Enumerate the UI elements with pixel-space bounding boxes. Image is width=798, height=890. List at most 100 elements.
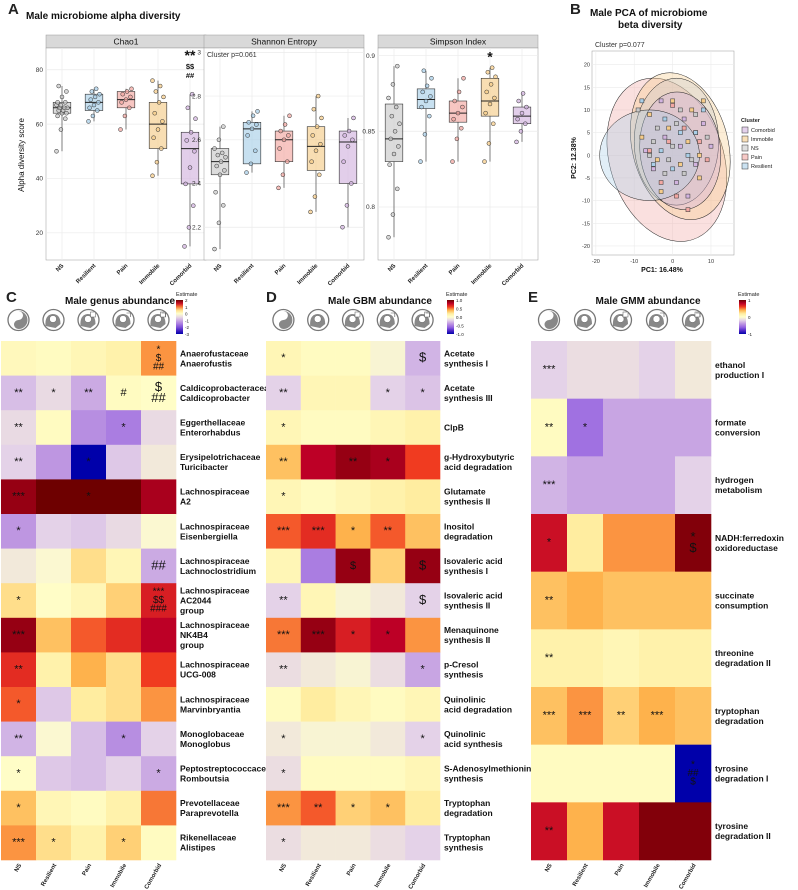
heatmap-cell	[71, 410, 107, 446]
data-point	[420, 89, 425, 95]
heatmap-cell	[405, 341, 441, 376]
data-point	[55, 113, 60, 119]
data-point	[392, 129, 398, 134]
x-tick-label: NS	[55, 263, 65, 273]
data-point	[150, 78, 155, 83]
y-tick-label: -10	[582, 199, 590, 205]
data-point	[244, 170, 249, 175]
significance-mark: *	[386, 802, 391, 814]
x-tick-label: -20	[592, 259, 600, 265]
monitor-icon	[622, 311, 629, 318]
panel-b: B Male PCA of microbiome beta diversity …	[570, 1, 775, 274]
scatter-point-pain	[681, 125, 687, 131]
scatter-point-comorbid	[693, 162, 698, 167]
legend-tick-label: -1.0	[456, 332, 464, 337]
data-point	[493, 74, 498, 80]
scatter-point-pain	[697, 139, 702, 144]
heatmap-cell	[531, 629, 568, 688]
row-label: Prevotellaceae	[180, 798, 240, 808]
data-point	[487, 101, 493, 107]
x-tick-label: Pain	[448, 263, 461, 276]
data-point	[249, 126, 255, 132]
heatmap-cell	[335, 410, 371, 446]
heatmap-cell	[300, 583, 336, 619]
data-point	[278, 128, 283, 134]
y-tick-label: 0.9	[366, 53, 375, 60]
heatmap-cell	[36, 721, 72, 757]
heatmap-cell	[335, 617, 371, 653]
data-point	[58, 102, 64, 108]
y-tick-label: 0	[587, 153, 590, 159]
data-point	[515, 116, 520, 122]
data-point	[183, 181, 188, 187]
significance-mark: **	[279, 456, 288, 468]
heatmap-cell	[370, 790, 406, 826]
data-point	[492, 95, 497, 101]
heatmap-cell	[300, 652, 336, 688]
panel-d-letter: D	[266, 289, 277, 306]
column-label: NS	[279, 863, 288, 873]
data-point	[318, 141, 323, 147]
row-label: ClpB	[444, 423, 464, 433]
scatter-point-comorbid	[651, 166, 656, 172]
data-point	[461, 76, 466, 81]
heatmap-cell	[266, 756, 302, 792]
heatmap-cell	[531, 398, 568, 457]
data-point	[120, 91, 125, 97]
scatter-point-immobile	[639, 134, 645, 140]
heatmap-cell	[71, 548, 107, 584]
significance-mark: *	[386, 629, 391, 641]
heatmap-cell	[141, 341, 177, 376]
significance-mark: **	[314, 802, 323, 814]
scatter-point-ns	[647, 153, 652, 158]
data-point	[287, 113, 292, 119]
row-label: synthesis II	[444, 497, 490, 507]
significance-mark: *	[16, 767, 21, 779]
scatter-point-resilient	[662, 116, 668, 122]
x-tick-label: 0	[671, 259, 674, 265]
significance-mark: *	[86, 456, 91, 468]
significance-mark: *	[351, 525, 356, 537]
heatmap-cell	[335, 583, 371, 619]
heatmap-cell	[266, 375, 302, 411]
y-tick-label: 60	[36, 121, 44, 128]
legend-tick-label: 0.5	[456, 307, 463, 312]
heatmap-cell	[675, 744, 712, 803]
heatmap-cell	[405, 375, 441, 411]
data-point	[452, 98, 457, 104]
row-label: Quinolinic	[444, 694, 486, 704]
x-tick-label: Pain	[274, 263, 287, 276]
data-point	[218, 159, 224, 164]
data-point	[219, 150, 225, 156]
panel-e-title: Male GMM abundance	[595, 296, 700, 307]
column-label: Comorbid	[678, 863, 698, 890]
data-point	[276, 185, 281, 191]
scatter-point-immobile	[666, 125, 672, 131]
data-point	[58, 127, 64, 132]
y-tick-label: -5	[585, 176, 590, 182]
heatmap-cell	[106, 790, 142, 826]
panel-a-ylabel: Alpha diversity score	[17, 118, 26, 192]
scatter-point-immobile	[658, 189, 664, 194]
heatmap-cell	[300, 756, 336, 792]
brain-icon	[119, 315, 127, 323]
pca-plot-area	[591, 50, 735, 256]
heatmap-cell	[370, 548, 406, 584]
heatmap-cell	[1, 375, 37, 411]
heatmap-cell	[675, 629, 712, 688]
significance-mark: **	[279, 664, 288, 676]
heatmap-cell	[300, 687, 336, 722]
scatter-point-resilient	[678, 130, 683, 135]
heatmap-cell	[106, 652, 142, 688]
scatter-point-comorbid	[674, 180, 679, 185]
monitor-icon	[354, 311, 361, 318]
data-point	[282, 122, 288, 127]
heatmap-cell	[1, 514, 37, 549]
data-point	[424, 83, 430, 89]
row-label: Menaquinone	[444, 625, 499, 635]
heatmap-cell	[300, 341, 336, 376]
heatmap-cell	[567, 398, 604, 457]
scatter-point-comorbid	[678, 143, 683, 149]
heatmap-cell	[71, 652, 107, 688]
significance-mark: **	[279, 387, 288, 399]
